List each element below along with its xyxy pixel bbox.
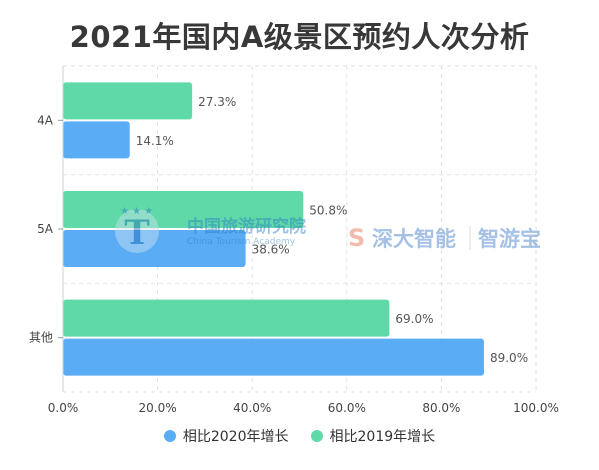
academy-logo-icon: T ★ ★ ★ — [115, 206, 159, 253]
bar — [63, 82, 193, 120]
legend: 相比2020年增长 相比2019年增长 — [0, 426, 599, 446]
svg-text:★ ★ ★: ★ ★ ★ — [120, 206, 153, 217]
bar — [63, 338, 484, 376]
svg-text:S: S — [348, 224, 365, 252]
axes: 0.0% 20.0% 40.0% 60.0% 80.0% 100.0% 4A 5A 其他 — [29, 66, 559, 415]
data-label: 89.0% — [490, 351, 528, 365]
data-label: 50.8% — [309, 204, 347, 218]
grid-lines — [63, 65, 537, 393]
bar — [63, 230, 246, 267]
x-tick-label: 60.0% — [328, 401, 366, 415]
x-tick-label: 40.0% — [233, 401, 271, 415]
data-label: 69.0% — [395, 312, 433, 326]
legend-label: 相比2019年增长 — [329, 429, 436, 445]
data-labels: 27.3% 14.1% 50.8% 38.6% 69.0% 89.0% — [136, 95, 528, 365]
data-label: 14.1% — [136, 134, 174, 148]
x-tick-label: 100.0% — [513, 401, 559, 415]
legend-item[interactable]: 相比2020年增长 — [163, 426, 289, 446]
brand-name-1: 深大智能 — [372, 227, 456, 251]
brand-name-2: 智游宝 — [478, 227, 541, 251]
watermarks: T ★ ★ ★ 中国旅游研究院 China Tourism Academy S … — [115, 206, 541, 253]
bar — [63, 299, 390, 337]
academy-name-en: China Tourism Academy — [187, 237, 296, 247]
legend-marker-icon — [310, 430, 323, 442]
bars — [63, 82, 484, 376]
x-tick-label: 80.0% — [422, 401, 460, 415]
y-tick-label: 5A — [37, 222, 54, 236]
x-tick-label: 20.0% — [139, 401, 177, 415]
chart-title: 2021年国内A级景区预约人次分析 — [69, 20, 530, 54]
data-label: 38.6% — [252, 243, 290, 257]
x-tick-label: 0.0% — [48, 401, 79, 415]
bar — [63, 191, 304, 228]
y-tick-label: 4A — [37, 113, 54, 127]
academy-name-cn: 中国旅游研究院 — [187, 216, 306, 237]
data-label: 27.3% — [198, 95, 236, 109]
y-tick-label: 其他 — [29, 331, 53, 345]
legend-label: 相比2020年增长 — [182, 429, 289, 445]
legend-marker-icon — [163, 430, 176, 442]
bar — [63, 121, 130, 159]
svg-text:T: T — [124, 213, 149, 253]
legend-item[interactable]: 相比2019年增长 — [310, 426, 436, 446]
brand-s-icon: S — [348, 224, 365, 252]
